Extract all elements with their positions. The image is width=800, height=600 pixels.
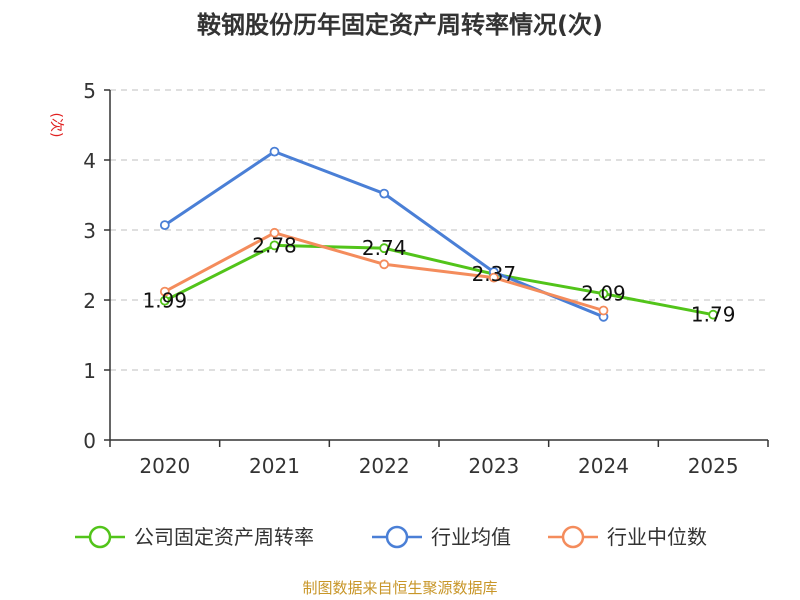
series-line-0 (163, 243, 715, 317)
grid-lines (110, 89, 768, 371)
legend-marker-0 (88, 525, 112, 549)
data-label-2021: 2.78 (252, 233, 297, 257)
y-tick-label-1: 1 (83, 359, 96, 383)
legend-label-1: 行业均值 (431, 525, 511, 549)
point-series-2-2024 (598, 305, 609, 316)
y-tick-label-5: 5 (83, 79, 96, 103)
data-label-2023: 2.37 (472, 262, 517, 286)
x-tick-label-2020: 2020 (139, 454, 190, 478)
x-tick-label-2023: 2023 (468, 454, 519, 478)
point-series-2-2023 (488, 272, 499, 283)
legend: 公司固定资产周转率 行业均值 行业中位数 (75, 525, 707, 549)
point-series-2-2022 (379, 259, 390, 270)
legend-marker-2 (561, 525, 585, 549)
point-series-0-2022 (379, 243, 390, 254)
y-axis-label: (次) (48, 113, 64, 138)
point-series-0-2024 (598, 288, 609, 299)
x-tick-label-2025: 2025 (688, 454, 739, 478)
x-tick-label-2024: 2024 (578, 454, 629, 478)
data-labels: 1.99 2.78 2.74 2.37 2.09 1.79 (143, 233, 736, 326)
x-tick-label-2021: 2021 (249, 454, 300, 478)
y-tick-label-2: 2 (83, 289, 96, 313)
point-series-0-2021 (269, 240, 280, 251)
source-note: 制图数据来自恒生聚源数据库 (302, 579, 497, 597)
point-series-1-2022 (379, 188, 390, 199)
y-tick-label-4: 4 (83, 149, 96, 173)
y-tick-label-3: 3 (83, 219, 96, 243)
legend-label-0: 公司固定资产周转率 (134, 525, 314, 549)
point-series-1-2021 (269, 146, 280, 157)
legend-marker-1 (385, 525, 409, 549)
data-label-2024: 2.09 (581, 282, 626, 306)
point-series-0-2025 (708, 309, 719, 320)
point-series-2-2020 (159, 286, 170, 297)
x-tick-label-2022: 2022 (359, 454, 410, 478)
axes: 0 1 2 3 4 5 2020 2021 2022 2023 2024 2025 (83, 79, 769, 478)
point-series-0-2020 (159, 295, 170, 306)
data-label-2025: 1.79 (691, 303, 736, 327)
series (159, 146, 719, 322)
chart-title: 鞍钢股份历年固定资产周转率情况(次) (197, 11, 603, 39)
point-series-1-2020 (159, 220, 170, 231)
y-tick-label-0: 0 (83, 429, 96, 453)
point-series-2-2021 (269, 227, 280, 238)
data-label-2022: 2.74 (362, 236, 407, 260)
legend-label-2: 行业中位数 (607, 525, 707, 549)
data-label-2020: 1.99 (143, 289, 188, 313)
